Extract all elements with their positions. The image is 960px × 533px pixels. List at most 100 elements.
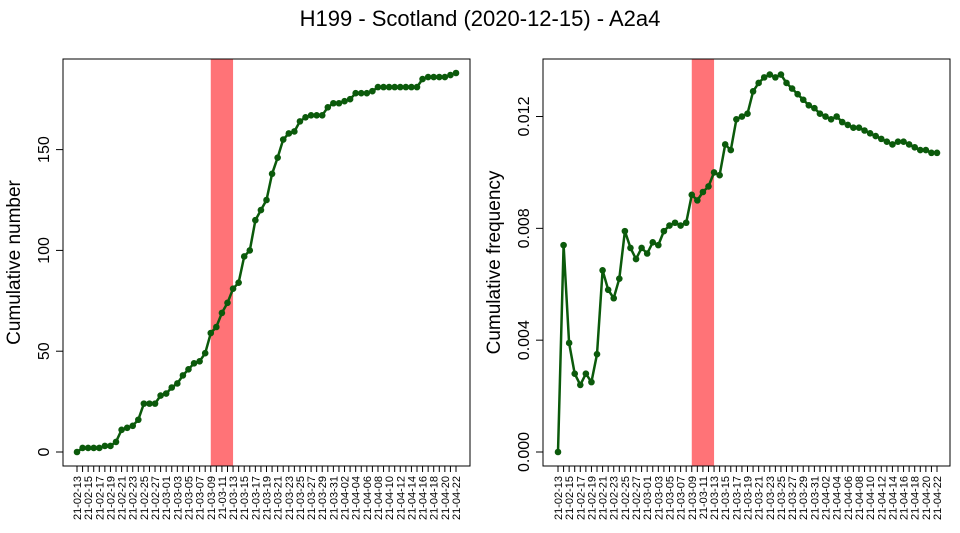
x-tick-label: 21-04-20 <box>440 476 452 520</box>
data-point <box>129 422 137 430</box>
highlight-band <box>691 59 715 466</box>
data-point <box>90 444 98 452</box>
data-point <box>157 392 164 399</box>
data-point <box>318 112 326 119</box>
data-point <box>649 239 657 246</box>
x-tick-label: 21-02-19 <box>105 476 117 520</box>
data-point <box>435 73 443 81</box>
x-tick-label: 21-03-17 <box>250 476 262 520</box>
x-tick-label: 21-03-29 <box>317 476 329 520</box>
data-point <box>621 227 629 235</box>
y-axis-label: Cumulative number <box>4 179 25 344</box>
data-point <box>296 118 304 125</box>
data-point <box>627 244 634 252</box>
x-tick-label: 21-02-27 <box>631 476 643 520</box>
data-point <box>452 69 460 77</box>
data-point <box>408 83 415 91</box>
data-point <box>905 141 913 148</box>
x-tick-label: 21-03-09 <box>206 476 218 520</box>
x-tick-label: 21-04-18 <box>910 476 922 520</box>
data-point <box>146 400 153 407</box>
data-point <box>357 89 365 97</box>
data-point <box>179 372 187 379</box>
data-point <box>733 116 740 123</box>
data-point <box>710 169 718 176</box>
data-point <box>666 222 673 229</box>
data-point <box>744 110 751 118</box>
data-point <box>135 416 142 424</box>
data-point <box>352 89 359 97</box>
data-point <box>571 370 579 378</box>
plot-frame <box>542 58 951 467</box>
data-point <box>889 141 896 148</box>
x-tick-label: 21-03-19 <box>262 476 274 520</box>
data-point <box>168 384 176 391</box>
x-tick-label: 21-03-31 <box>809 476 821 520</box>
x-tick-label: 21-03-11 <box>698 476 710 519</box>
data-point <box>660 227 668 235</box>
data-point <box>118 426 125 434</box>
x-tick-label: 21-03-01 <box>161 476 173 520</box>
data-point <box>588 378 595 386</box>
data-point <box>822 113 829 120</box>
y-tick-label: 0.012 <box>516 96 533 136</box>
data-point <box>123 424 131 432</box>
x-tick-label: 21-04-18 <box>429 476 441 520</box>
chart-panel-2: 0.000 0.004 0.008 0.012 Cumulative frequency… <box>484 58 951 520</box>
x-tick-label: 21-03-23 <box>765 476 777 520</box>
data-point <box>79 444 86 452</box>
x-tick-label: 21-04-12 <box>395 476 407 520</box>
data-point <box>174 380 181 387</box>
data-point <box>777 71 785 78</box>
x-tick-label: 21-04-14 <box>406 476 418 520</box>
x-tick-label: 21-02-25 <box>620 476 632 520</box>
series-line <box>76 71 457 454</box>
x-tick-label: 21-03-23 <box>284 476 296 520</box>
x-tick-label: 21-04-12 <box>876 476 888 520</box>
y-tick-label: 100 <box>36 237 53 264</box>
x-tick-label: 21-04-06 <box>843 476 855 520</box>
data-point <box>861 127 868 134</box>
data-point <box>363 89 371 97</box>
data-point <box>274 154 281 161</box>
data-point <box>766 71 774 78</box>
data-point <box>430 73 438 81</box>
data-point <box>883 138 891 145</box>
data-point <box>341 97 348 105</box>
data-point <box>643 250 651 257</box>
x-tick-label: 21-02-21 <box>117 476 129 520</box>
data-point <box>616 275 623 282</box>
x-tick-label: 21-03-05 <box>664 476 676 520</box>
data-point <box>252 216 259 224</box>
data-point <box>151 400 159 407</box>
series-line <box>556 73 937 453</box>
data-point <box>313 112 320 119</box>
x-tick-label: 21-03-19 <box>743 476 755 520</box>
x-tick-label: 21-04-02 <box>821 476 833 520</box>
data-point <box>783 79 790 87</box>
data-point <box>738 113 746 120</box>
x-tick-label: 21-03-21 <box>273 476 285 520</box>
data-point <box>599 266 606 274</box>
data-point <box>655 241 662 249</box>
data-point <box>224 299 231 307</box>
data-point <box>268 170 276 178</box>
x-tick-label: 21-03-09 <box>687 476 699 520</box>
x-tick-label: 21-03-29 <box>798 476 810 520</box>
data-point <box>218 309 226 317</box>
data-point <box>346 95 354 103</box>
data-point <box>560 241 567 249</box>
data-point <box>424 73 432 81</box>
data-point <box>794 90 801 98</box>
x-tick-label: 21-03-21 <box>754 476 766 520</box>
y-tick-label: 50 <box>36 342 53 360</box>
x-tick-label: 21-04-20 <box>921 476 933 520</box>
data-point <box>201 349 209 357</box>
data-point <box>330 99 337 107</box>
data-point <box>385 83 393 91</box>
data-point <box>213 323 220 331</box>
data-point <box>279 136 287 143</box>
data-point <box>335 99 343 107</box>
data-point <box>727 146 735 154</box>
